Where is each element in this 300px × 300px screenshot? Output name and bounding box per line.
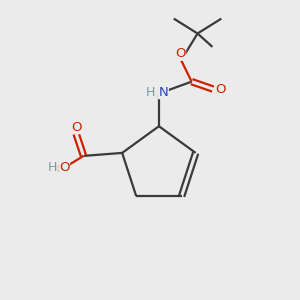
Text: H: H	[146, 85, 155, 98]
Text: H: H	[51, 163, 61, 176]
Text: O: O	[59, 161, 70, 174]
Text: O: O	[175, 47, 186, 60]
Text: O: O	[55, 163, 66, 176]
Text: O: O	[215, 82, 226, 96]
Text: H: H	[48, 161, 58, 174]
Text: O: O	[71, 121, 81, 134]
Text: N: N	[158, 85, 168, 98]
